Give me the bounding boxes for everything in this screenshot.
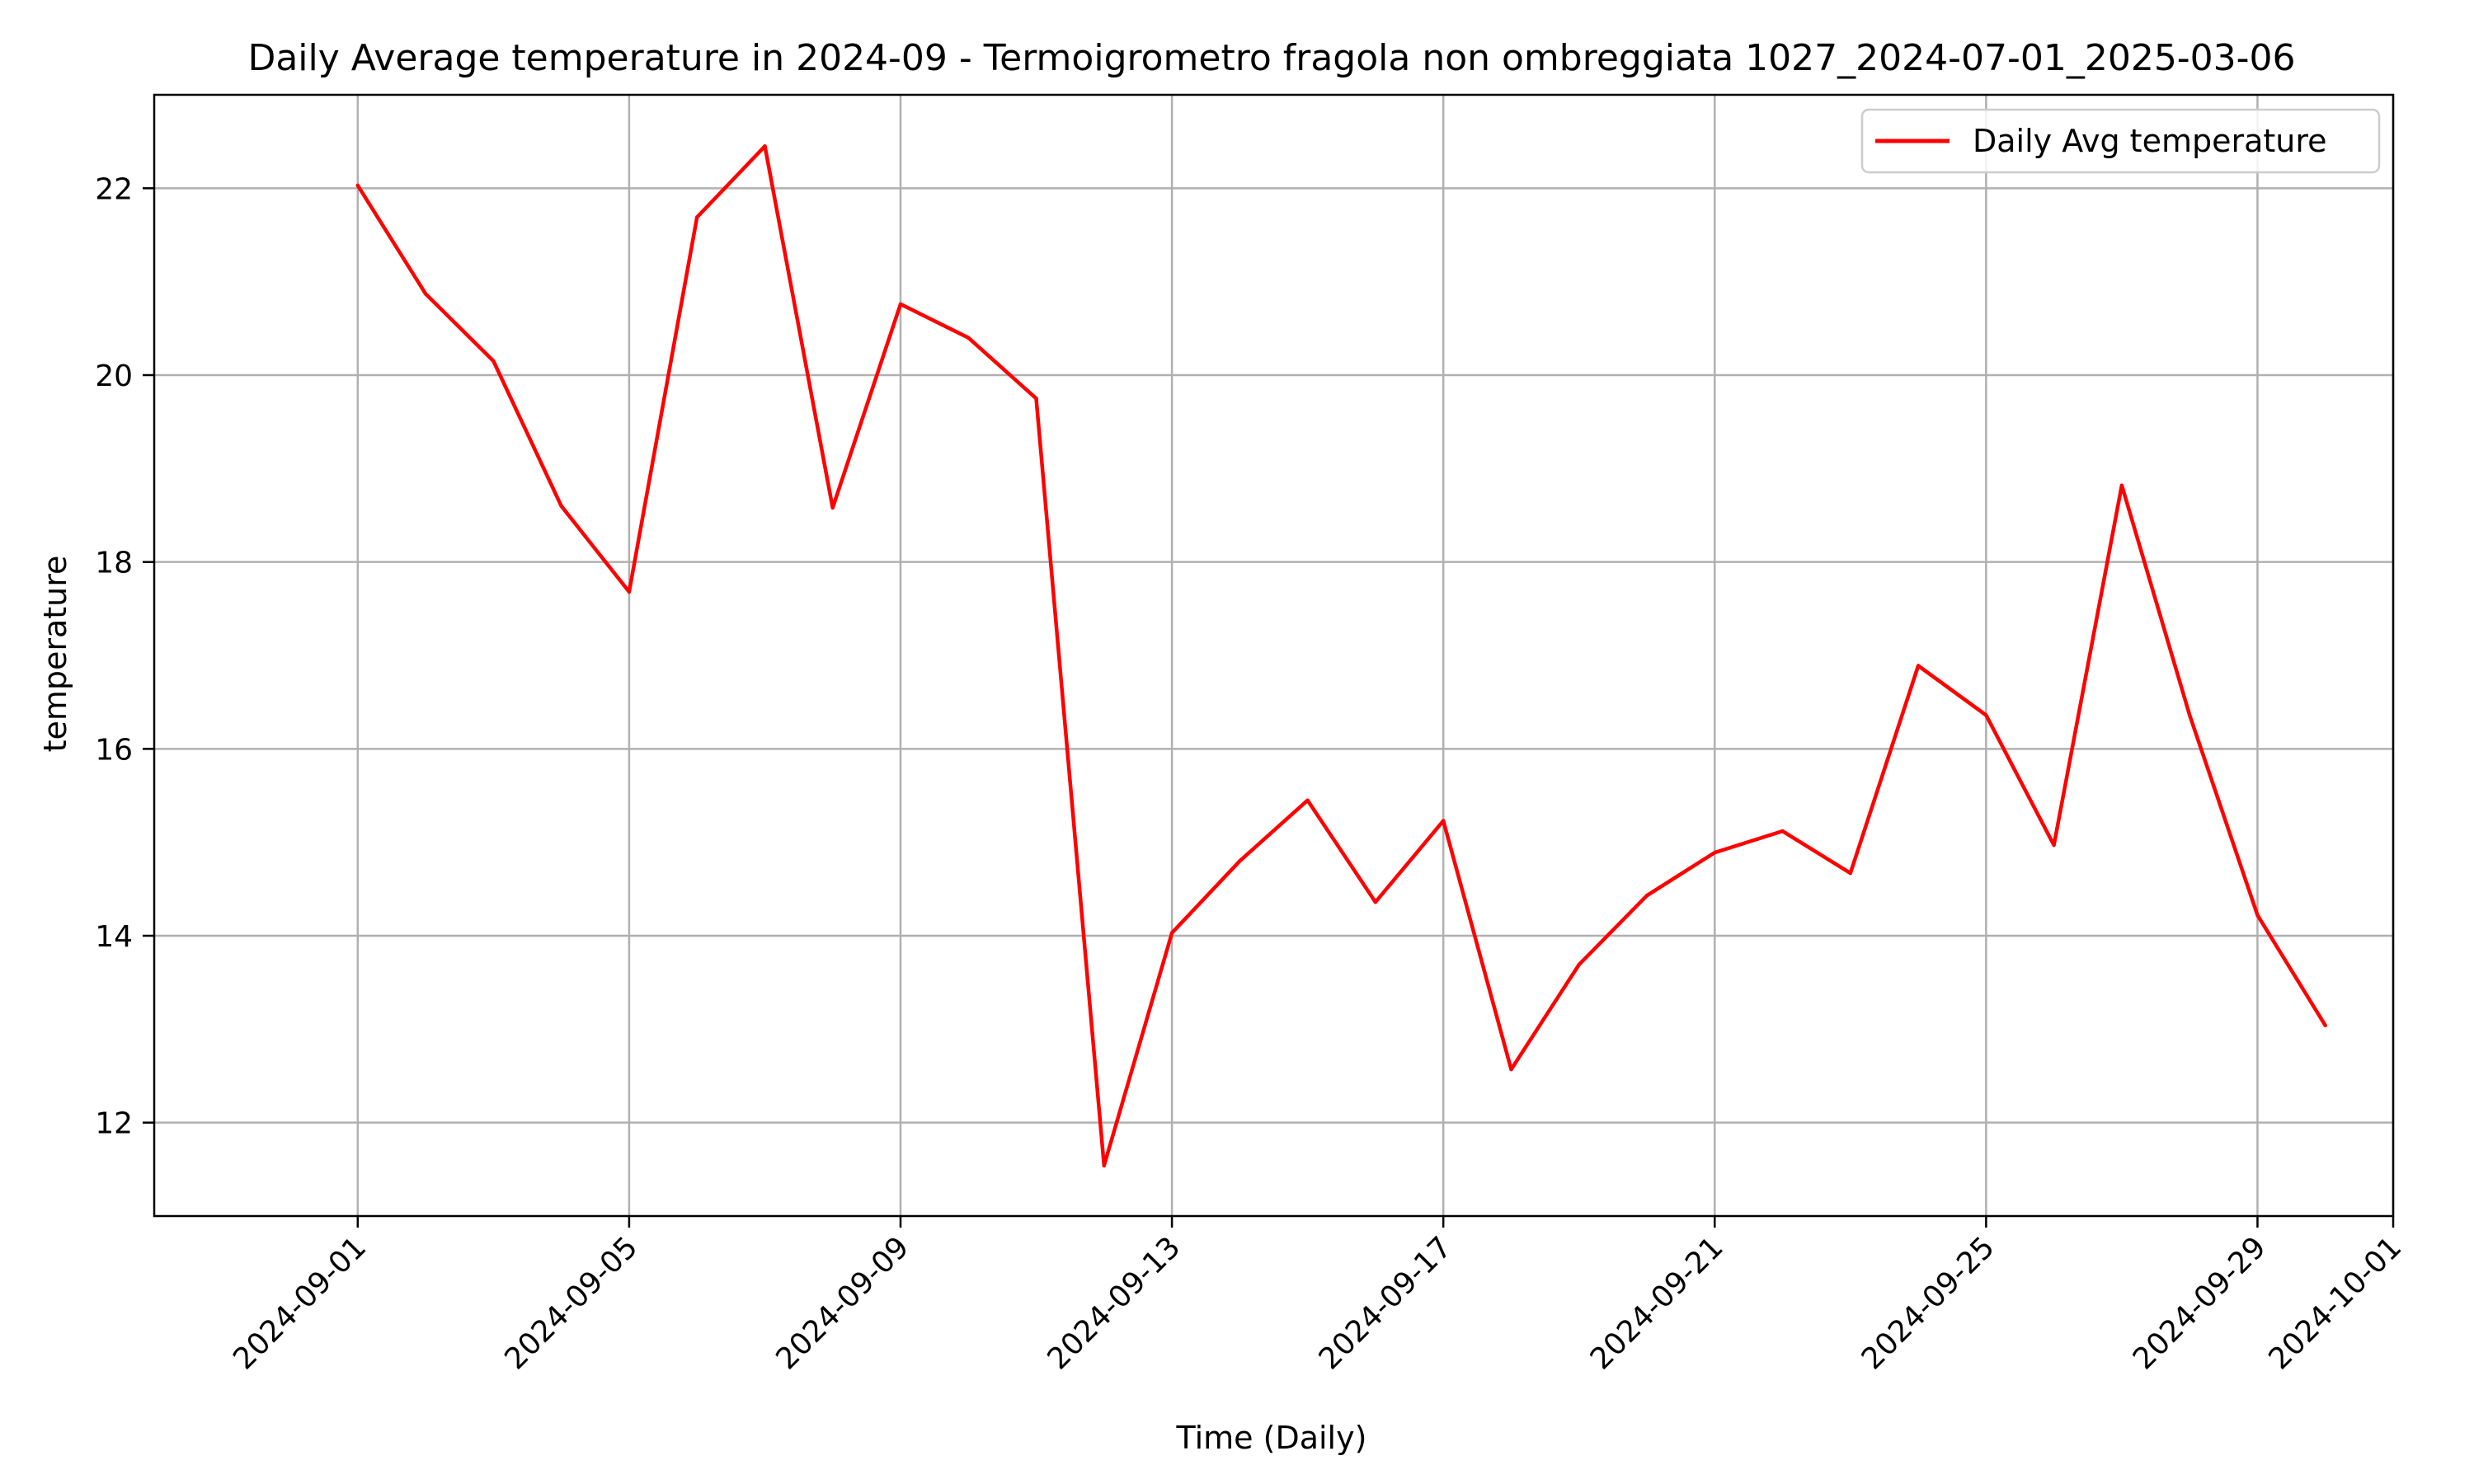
data-point (1644, 894, 1649, 898)
y-tick-label: 18 (95, 547, 133, 580)
y-tick-label: 20 (95, 359, 133, 393)
data-point (2052, 843, 2056, 848)
legend-box (1860, 108, 2381, 174)
data-point (1916, 664, 1921, 668)
data-point (559, 504, 563, 508)
x-tick-label: 2024-09-09 (769, 1230, 915, 1376)
data-point (1305, 798, 1310, 802)
x-tick-label: 2024-09-13 (1042, 1230, 1188, 1376)
data-point (1169, 931, 1174, 935)
data-point (1509, 1067, 1513, 1072)
x-axis-label: Time (Daily) (1176, 1420, 1367, 1456)
data-point (1034, 397, 1038, 401)
data-point (1713, 850, 1717, 855)
data-point (1577, 962, 1581, 967)
y-axis-ticks: 12 14 16 18 20 22 (95, 172, 154, 1141)
data-point (1373, 900, 1378, 904)
y-tick-label: 22 (95, 172, 133, 206)
data-point (1780, 829, 1785, 834)
legend: Daily Avg temperature (1860, 108, 2381, 174)
data-point (830, 505, 835, 510)
data-point (763, 144, 767, 148)
y-tick-label: 16 (95, 733, 133, 767)
legend-entry-daily-avg-temperature: Daily Avg temperature (1973, 123, 2327, 159)
x-tick-label: 2024-09-21 (1584, 1230, 1730, 1376)
series-layer (355, 144, 2327, 1168)
x-tick-label: 2024-09-05 (498, 1230, 644, 1376)
data-point (1238, 859, 1242, 863)
data-point (695, 215, 699, 219)
chart-title: Daily Average temperature in 2024-09 - T… (247, 37, 2295, 79)
grid-lines (154, 95, 2395, 1216)
x-tick-label: 2024-10-01 (2262, 1230, 2408, 1376)
data-point (1984, 713, 1988, 717)
data-point (355, 183, 360, 188)
x-tick-label: 2024-09-25 (1856, 1230, 2001, 1376)
x-tick-label: 2024-09-17 (1313, 1230, 1459, 1376)
data-point (2255, 913, 2260, 918)
series-line-daily-avg-temperature (355, 144, 2327, 1168)
data-point (492, 359, 496, 364)
data-point (2188, 713, 2192, 717)
plot-frame (153, 93, 2395, 1218)
data-point (1102, 1163, 1107, 1168)
x-tick-label: 2024-09-29 (2127, 1230, 2273, 1376)
data-point (898, 302, 903, 307)
x-tick-label: 2024-09-01 (227, 1230, 373, 1376)
data-point (2119, 483, 2124, 487)
data-point (423, 292, 428, 296)
data-point (967, 336, 971, 340)
data-point (1442, 819, 1446, 823)
y-axis-label: temperature (37, 556, 73, 753)
y-tick-label: 12 (95, 1107, 133, 1141)
x-axis-ticks: 2024-09-01 2024-09-05 2024-09-09 2024-09-13… (227, 1216, 2408, 1376)
data-point (1848, 871, 1852, 876)
data-point (2323, 1023, 2327, 1028)
data-point (627, 589, 632, 594)
y-tick-label: 14 (95, 920, 133, 954)
